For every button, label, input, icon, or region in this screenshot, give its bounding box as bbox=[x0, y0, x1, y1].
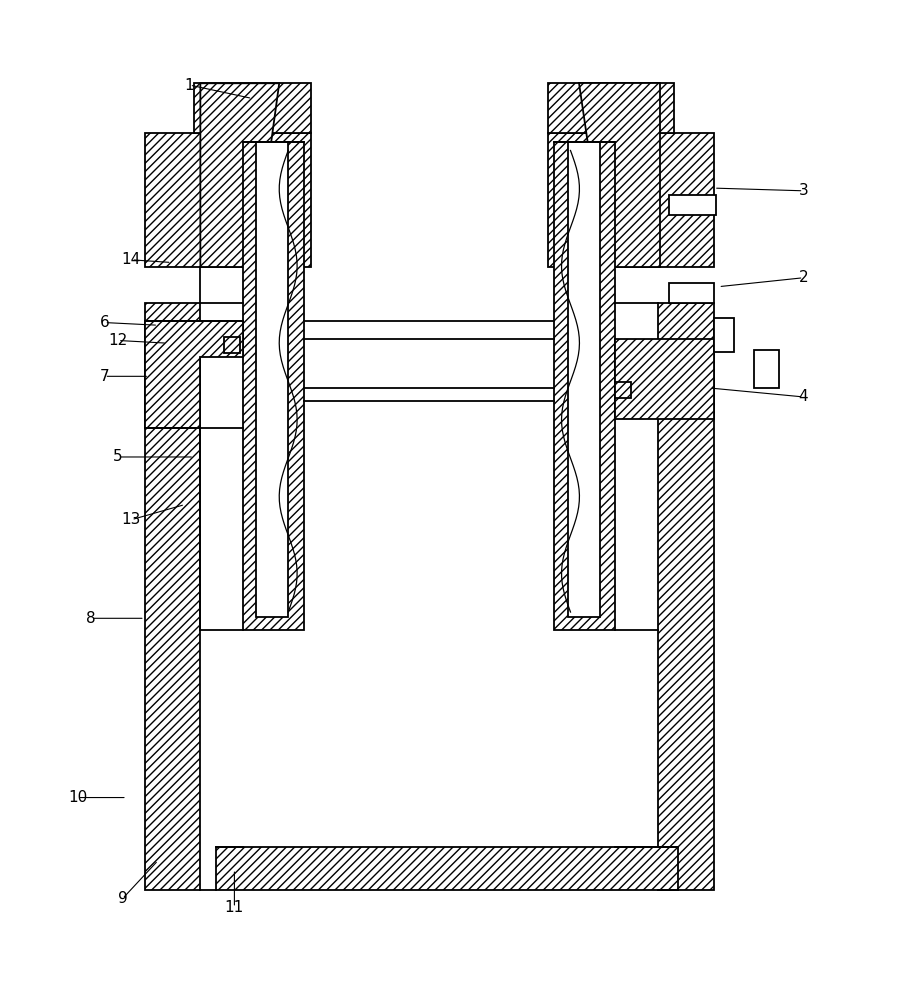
Bar bbox=[555, 142, 615, 630]
Bar bbox=[669, 283, 714, 303]
Bar bbox=[224, 337, 240, 353]
Text: 3: 3 bbox=[798, 183, 808, 198]
Bar bbox=[568, 142, 600, 617]
Bar bbox=[615, 382, 631, 398]
Bar bbox=[256, 142, 289, 617]
Text: 11: 11 bbox=[225, 900, 244, 915]
Bar bbox=[714, 318, 734, 352]
Text: 13: 13 bbox=[121, 512, 141, 527]
Bar bbox=[548, 83, 673, 133]
Bar bbox=[194, 83, 310, 133]
Bar bbox=[145, 133, 310, 267]
Text: 12: 12 bbox=[108, 333, 128, 348]
Text: 7: 7 bbox=[100, 369, 110, 384]
Bar bbox=[615, 339, 714, 419]
Text: 6: 6 bbox=[100, 315, 110, 330]
Bar bbox=[145, 303, 200, 890]
Bar bbox=[244, 142, 305, 630]
Text: 5: 5 bbox=[113, 449, 122, 464]
Text: 10: 10 bbox=[68, 790, 87, 805]
Text: 14: 14 bbox=[121, 252, 141, 267]
Bar bbox=[669, 195, 716, 215]
Bar bbox=[217, 847, 678, 890]
Polygon shape bbox=[145, 321, 244, 428]
Text: 1: 1 bbox=[185, 78, 194, 93]
Bar bbox=[754, 350, 779, 388]
Text: 8: 8 bbox=[86, 611, 96, 626]
Text: 4: 4 bbox=[798, 389, 808, 404]
Polygon shape bbox=[580, 83, 660, 267]
Bar bbox=[658, 303, 714, 890]
Text: 9: 9 bbox=[118, 891, 128, 906]
Polygon shape bbox=[200, 83, 280, 267]
Text: 2: 2 bbox=[798, 270, 808, 285]
Bar bbox=[548, 133, 714, 267]
